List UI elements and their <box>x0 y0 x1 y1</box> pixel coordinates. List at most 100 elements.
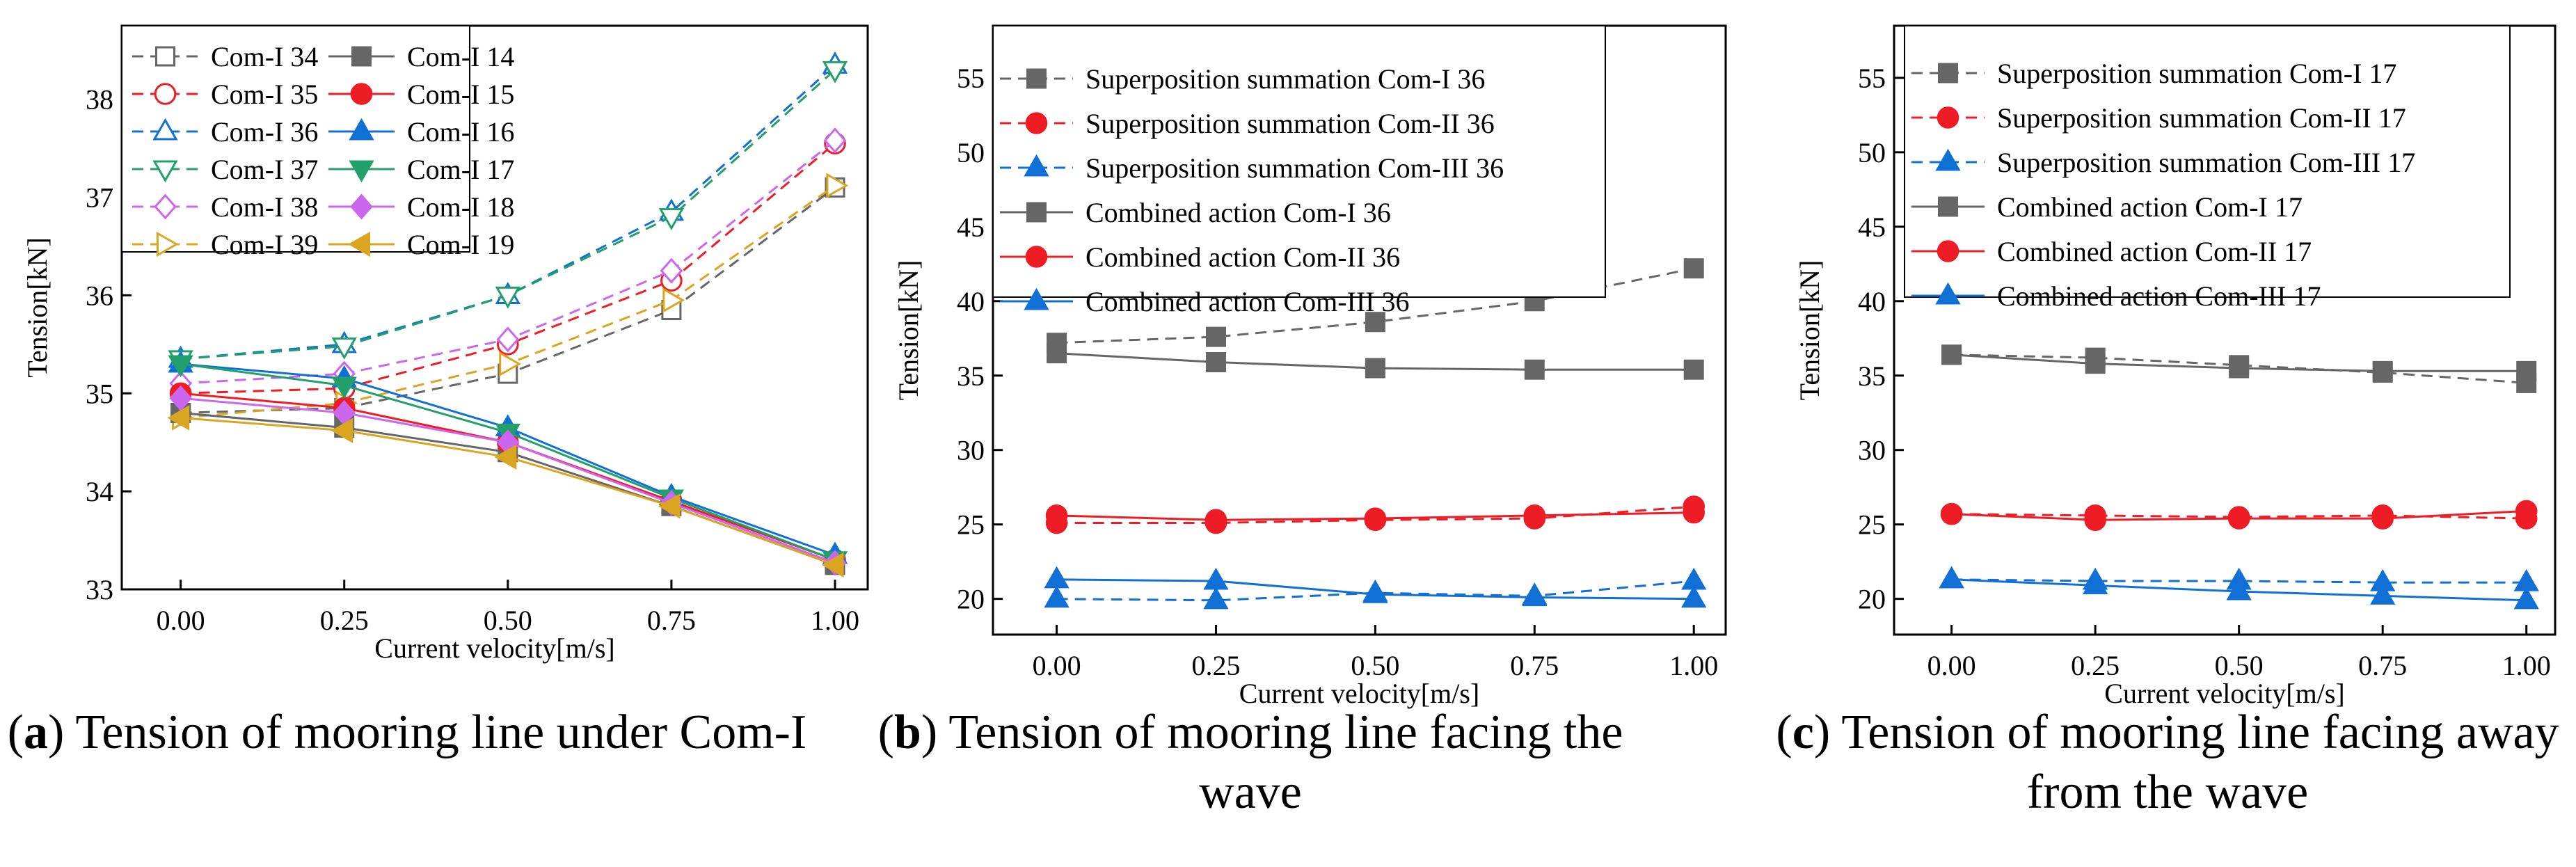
legend-marker <box>350 193 373 220</box>
data-point <box>1203 567 1229 590</box>
data-point <box>1522 584 1548 607</box>
legend-item: Com-I 39 <box>132 229 318 260</box>
legend-item: Com-I 18 <box>328 191 514 223</box>
y-tick-label: 35 <box>86 378 113 409</box>
legend-label: Com-I 39 <box>211 229 318 260</box>
legend-item: Com-I 15 <box>328 79 514 110</box>
legend-label: Superposition summation Com-III 17 <box>1997 147 2415 178</box>
legend-label: Combined action Com-I 36 <box>1086 197 1391 228</box>
series <box>1047 343 1704 380</box>
legend-marker <box>154 83 177 105</box>
data-point <box>1524 359 1545 380</box>
legend-item: Com-I 14 <box>328 41 514 72</box>
legend-item: Combined action Com-II 36 <box>1000 241 1400 273</box>
x-tick-label: 1.00 <box>811 605 859 636</box>
legend-marker <box>1937 106 1959 129</box>
legend-label: Com-I 36 <box>211 116 318 148</box>
y-axis-label: Tension[kN] <box>1794 260 1825 401</box>
data-point <box>658 208 685 230</box>
legend: Superposition summation Com-I 36 Superpos… <box>992 25 1606 317</box>
y-tick-label: 50 <box>957 137 985 168</box>
data-point <box>494 444 517 470</box>
legend-item: Superposition summation Com-III 36 <box>1000 152 1504 184</box>
data-point <box>496 326 520 353</box>
y-tick-label: 50 <box>1858 137 1886 168</box>
x-axis-label: Current velocity[m/s] <box>374 633 614 664</box>
series <box>1940 500 2538 532</box>
y-tick-label: 37 <box>86 182 113 214</box>
legend-marker <box>154 193 177 220</box>
legend-marker <box>1026 202 1047 223</box>
y-tick-label: 36 <box>86 280 113 311</box>
y-tick-label: 20 <box>1858 584 1886 615</box>
caption-a-text: Tension of mooring line under Com-I <box>75 706 807 759</box>
y-axis-label: Tension[kN] <box>22 237 53 378</box>
legend-item: Combined action Com-III 17 <box>1911 280 2321 312</box>
y-tick-label: 33 <box>86 574 113 605</box>
data-point <box>2082 572 2108 594</box>
data-point <box>1204 509 1227 532</box>
y-tick-label: 40 <box>1858 286 1886 317</box>
legend-label: Combined action Com-I 17 <box>1997 191 2303 223</box>
data-point <box>2516 360 2537 381</box>
y-axis-label: Tension[kN] <box>893 260 924 401</box>
data-point <box>1044 566 1070 589</box>
x-axis-label: Current velocity[m/s] <box>2104 678 2344 709</box>
legend-marker <box>152 118 178 141</box>
data-point <box>821 552 844 578</box>
legend-marker <box>1026 68 1047 89</box>
data-point <box>658 493 681 519</box>
legend-label: Com-I 37 <box>211 154 318 185</box>
legend-marker <box>351 46 372 67</box>
data-point <box>1205 351 1226 372</box>
data-point <box>167 405 190 431</box>
x-tick-label: 0.00 <box>1033 650 1081 681</box>
series <box>167 405 844 578</box>
y-tick-label: 35 <box>957 360 985 392</box>
legend-label: Superposition summation Com-II 17 <box>1997 102 2406 134</box>
x-tick-label: 0.00 <box>1927 650 1976 681</box>
legend-item: Com-I 37 <box>132 154 318 185</box>
legend-item: Com-I 38 <box>132 191 318 223</box>
legend-item: Com-I 17 <box>328 154 514 185</box>
legend-item: Superposition summation Com-II 17 <box>1911 102 2406 134</box>
legend-marker <box>348 231 371 257</box>
data-point <box>1045 504 1068 527</box>
data-point <box>1365 358 1385 379</box>
data-point <box>2229 358 2250 379</box>
x-axis-label: Current velocity[m/s] <box>1239 678 1479 709</box>
y-tick-label: 45 <box>957 212 985 243</box>
x-tick-label: 1.00 <box>1669 650 1718 681</box>
legend-marker <box>1025 246 1048 268</box>
caption-a: (a) Tension of mooring line under Com-I <box>7 706 807 759</box>
legend-item: Superposition summation Com-III 17 <box>1911 147 2415 178</box>
legend-marker <box>1935 282 1961 305</box>
x-tick-label: 0.25 <box>2071 650 2120 681</box>
legend-box <box>121 25 470 253</box>
legend-item: Combined action Com-I 17 <box>1911 191 2303 223</box>
data-point <box>2513 587 2539 610</box>
x-tick-label: 0.75 <box>647 605 696 636</box>
data-point <box>1364 507 1387 530</box>
legend-label: Superposition summation Com-II 36 <box>1086 108 1495 139</box>
legend-item: Superposition summation Com-I 36 <box>1000 63 1485 95</box>
series <box>1939 566 2539 610</box>
x-tick-label: 0.50 <box>2215 650 2264 681</box>
data-point <box>1047 343 1067 364</box>
plot-frame <box>120 24 869 591</box>
data-point <box>2371 507 2394 530</box>
data-point <box>660 257 683 284</box>
legend-label: Combined action Com-III 36 <box>1086 286 1409 317</box>
y-tick-label: 38 <box>86 84 113 116</box>
legend-label: Combined action Com-III 17 <box>1997 280 2321 312</box>
y-tick-label: 30 <box>957 435 985 466</box>
legend-label: Com-I 34 <box>211 41 318 72</box>
legend-marker <box>349 118 374 141</box>
legend-label: Com-I 18 <box>407 191 514 223</box>
legend-marker <box>349 160 374 183</box>
data-point <box>822 61 848 83</box>
legend-marker <box>152 160 178 183</box>
data-point <box>1940 502 1963 525</box>
legend-item: Superposition summation Com-II 36 <box>1000 108 1495 139</box>
legend-label: Com-I 19 <box>407 229 514 260</box>
